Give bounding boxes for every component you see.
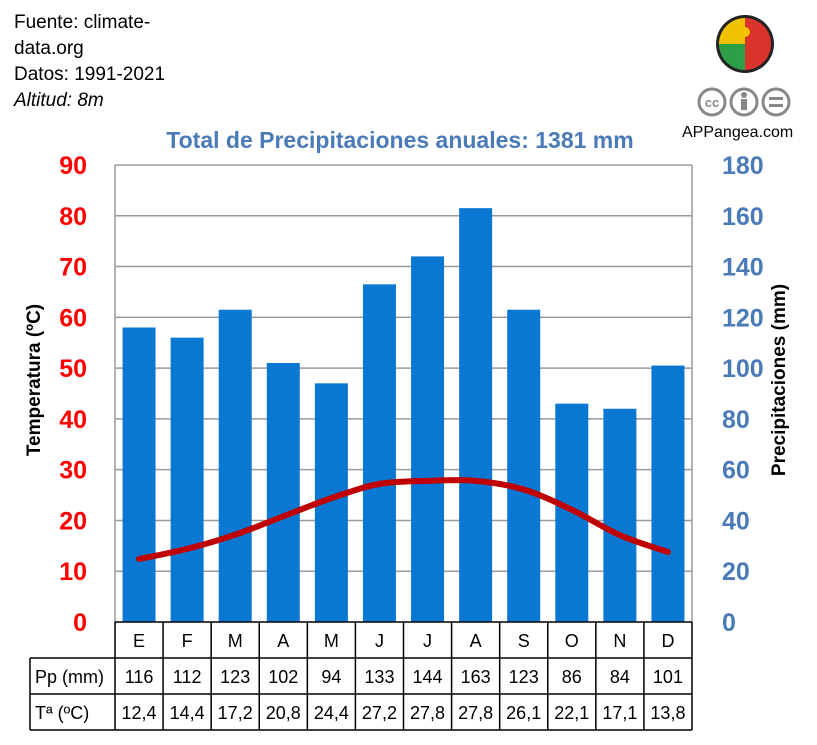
source-info: Fuente: climate- data.org Datos: 1991-20… — [14, 10, 214, 114]
table-row-label: Tª (ºC) — [35, 703, 89, 723]
table-cell: 20,8 — [266, 703, 301, 723]
table-row-label: Pp (mm) — [35, 667, 104, 687]
precip-bar — [603, 408, 637, 622]
precip-bar — [122, 327, 156, 622]
brand-logo: cc — [697, 15, 791, 117]
month-label: F — [182, 631, 193, 651]
left-tick-label: 20 — [59, 507, 87, 535]
source-line-2: data.org — [14, 38, 84, 59]
table-cell: 102 — [268, 667, 298, 687]
table-cell: 22,1 — [554, 703, 589, 723]
month-label: O — [565, 631, 579, 651]
puzzle-globe-icon — [716, 15, 774, 73]
altitude: Altitud: 8m — [14, 90, 104, 111]
right-tick-label: 20 — [722, 558, 750, 586]
precip-bar — [218, 309, 252, 622]
left-tick-label: 0 — [73, 609, 87, 637]
table-cell: 26,1 — [506, 703, 541, 723]
month-label: J — [423, 631, 432, 651]
left-tick-label: 80 — [59, 203, 87, 231]
month-label: M — [324, 631, 339, 651]
right-tick-label: 0 — [722, 609, 736, 637]
precip-bar — [411, 256, 445, 622]
brand-site: APPangea.com — [682, 124, 794, 141]
table-cell: 27,2 — [362, 703, 397, 723]
table-cell: 17,2 — [218, 703, 253, 723]
left-tick-label: 10 — [59, 558, 87, 586]
month-label: N — [613, 631, 626, 651]
nd-icon — [761, 87, 791, 117]
left-tick-label: 70 — [59, 254, 87, 282]
right-tick-label: 60 — [722, 457, 750, 485]
month-label: E — [133, 631, 145, 651]
month-label: D — [661, 631, 674, 651]
month-label: A — [277, 631, 289, 651]
month-label: A — [470, 631, 482, 651]
table-cell: 14,4 — [170, 703, 205, 723]
right-tick-label: 80 — [722, 406, 750, 434]
table-cell: 144 — [413, 667, 443, 687]
chart-title: Total de Precipitaciones anuales: 1381 m… — [166, 127, 633, 153]
left-tick-label: 30 — [59, 457, 87, 485]
left-tick-label: 90 — [59, 152, 87, 180]
temperature-line — [136, 477, 671, 563]
precip-bar — [459, 208, 493, 622]
precip-bar — [170, 337, 204, 622]
table-cell: 123 — [220, 667, 250, 687]
cc-icon: cc — [697, 87, 727, 117]
precip-bar — [651, 365, 685, 622]
precip-bar — [507, 309, 541, 622]
right-tick-label: 180 — [722, 152, 764, 180]
table-cell: 84 — [610, 667, 630, 687]
precip-bar — [362, 284, 396, 622]
source-line-1: Fuente: climate- — [14, 12, 151, 33]
svg-text:cc: cc — [705, 95, 719, 110]
right-tick-label: 140 — [722, 254, 764, 282]
right-tick-label: 40 — [722, 507, 750, 535]
right-tick-label: 160 — [722, 203, 764, 231]
table-cell: 101 — [653, 667, 683, 687]
left-tick-label: 50 — [59, 355, 87, 383]
month-label: S — [518, 631, 530, 651]
by-icon — [729, 87, 759, 117]
table-cell: 27,8 — [458, 703, 493, 723]
right-tick-label: 100 — [722, 355, 764, 383]
table-cell: 24,4 — [314, 703, 349, 723]
table-cell: 116 — [125, 667, 154, 687]
left-tick-label: 60 — [59, 304, 87, 332]
table-cell: 27,8 — [410, 703, 445, 723]
month-label: J — [375, 631, 384, 651]
right-tick-label: 120 — [722, 304, 764, 332]
precip-bar — [266, 363, 300, 622]
table-cell: 123 — [509, 667, 539, 687]
left-tick-label: 40 — [59, 406, 87, 434]
table-cell: 17,1 — [602, 703, 637, 723]
table-cell: 94 — [321, 667, 341, 687]
month-label: M — [228, 631, 243, 651]
table-cell: 13,8 — [650, 703, 685, 723]
table-cell: 12,4 — [122, 703, 157, 723]
data-period: Datos: 1991-2021 — [14, 64, 166, 85]
table-cell: 112 — [173, 667, 202, 687]
table-cell: 86 — [562, 667, 582, 687]
table-cell: 163 — [461, 667, 491, 687]
table-cell: 133 — [364, 667, 394, 687]
